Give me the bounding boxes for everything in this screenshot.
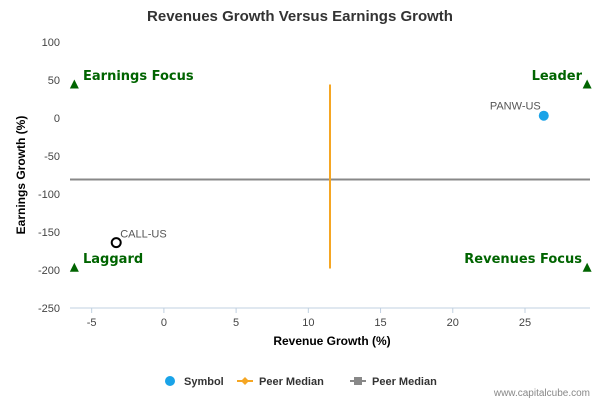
legend-label: Peer Median: [259, 376, 324, 388]
x-tick-label: 15: [374, 317, 386, 329]
legend-diamond-marker: [241, 377, 249, 385]
y-tick-label: 50: [48, 75, 60, 87]
y-tick-label: -250: [38, 303, 60, 315]
legend-symbol-marker: [165, 376, 175, 386]
x-axis-title: Revenue Growth (%): [273, 334, 390, 348]
y-axis-title: Earnings Growth (%): [14, 116, 28, 235]
x-tick-label: 0: [161, 317, 167, 329]
data-point-label: CALL-US: [120, 229, 166, 241]
legend: Symbol Peer Median Peer Median: [165, 376, 437, 388]
x-tick-label: -5: [87, 317, 97, 329]
legend-label: Symbol: [184, 376, 224, 388]
quadrant-marker: [582, 262, 592, 272]
legend-label: Peer Median: [372, 376, 437, 388]
quadrant-label-laggard: Laggard: [83, 252, 143, 267]
quadrant-marker: [69, 262, 79, 272]
data-point-label: PANW-US: [490, 101, 541, 113]
y-tick-label: 100: [42, 37, 60, 49]
x-tick-label: 20: [447, 317, 459, 329]
quadrant-marker: [582, 79, 592, 89]
x-tick-label: 5: [233, 317, 239, 329]
chart-title: Revenues Growth Versus Earnings Growth: [147, 8, 453, 25]
legend-square-marker: [354, 377, 362, 385]
quadrant-label-revenues-focus: Revenues Focus: [464, 252, 582, 267]
y-tick-label: -200: [38, 265, 60, 277]
x-tick-label: 10: [302, 317, 314, 329]
data-point: [110, 237, 122, 249]
y-tick-label: -50: [44, 151, 60, 163]
quadrant-label-leader: Leader: [532, 69, 583, 84]
y-tick-label: 0: [54, 113, 60, 125]
data-point: [538, 110, 549, 121]
x-tick-label: 25: [519, 317, 531, 329]
y-tick-label: -100: [38, 189, 60, 201]
credit-text: www.capitalcube.com: [493, 388, 590, 399]
quadrant-marker: [69, 79, 79, 89]
quadrant-label-earnings-focus: Earnings Focus: [83, 69, 194, 84]
y-tick-label: -150: [38, 227, 60, 239]
